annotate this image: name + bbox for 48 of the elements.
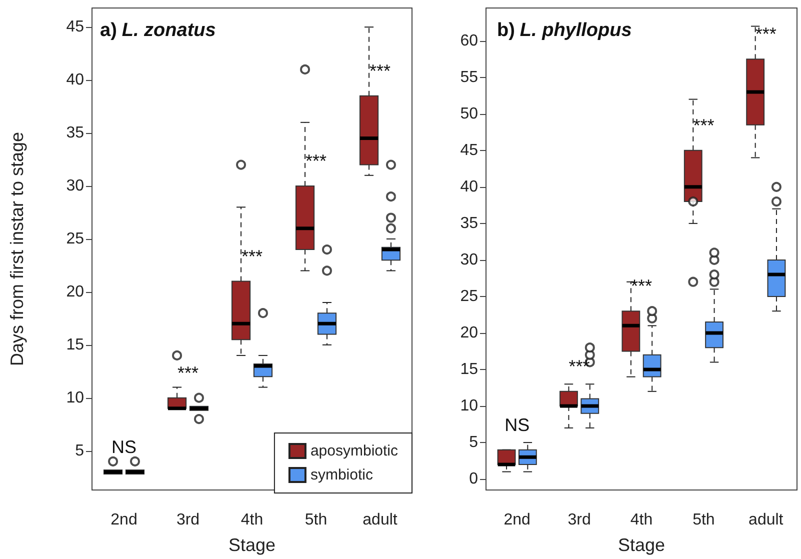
y-tick-label: 0 [469,470,478,488]
annotation: *** [630,276,652,296]
y-tick-label: 5 [469,434,478,452]
y-tick-label: 35 [460,214,478,232]
annotation: *** [369,60,391,81]
text: a) L. zonatus [100,20,216,41]
y-tick-label: 20 [66,283,84,300]
x-tick-label: 3rd [176,512,200,528]
y-tick-label: 40 [460,178,478,196]
x-tick-label: 5th [692,512,715,528]
y-tick-label: 25 [66,230,84,248]
x-axis-title: Stage [228,535,276,555]
y-tick-label: 15 [460,361,478,378]
x-tick-label: 2nd [504,512,530,528]
x-tick-label: adult [748,512,784,528]
legend-label: symbiotic [310,466,374,484]
x-tick-label: adult [362,512,398,528]
y-tick-label: 30 [66,177,84,194]
annotation: NS [111,436,137,457]
annotation: *** [693,115,714,136]
y-tick-label: 20 [460,324,478,342]
y-tick-label: 15 [66,336,84,354]
x-tick-label: 3rd [568,512,591,528]
y-tick-label: 10 [460,398,478,415]
x-tick-label: 4th [240,512,264,528]
y-tick-label: 35 [66,124,84,142]
y-tick-label: 30 [460,251,478,268]
x-tick-label: 4th [630,512,653,528]
annotation: *** [177,362,199,383]
y-tick-label: 5 [75,442,84,460]
y-tick-label: 45 [66,18,84,36]
y-tick-label: 25 [460,288,478,305]
text: b) L. phyllopus [497,20,632,41]
annotation: *** [305,150,327,171]
y-tick-label: 60 [460,32,478,50]
legend-label: aposymbiotic [310,442,398,460]
x-axis-title: Stage [618,535,666,555]
x-tick-label: 5th [304,512,328,528]
annotation: *** [241,246,263,266]
y-tick-label: 10 [66,389,84,406]
annotation: *** [755,24,776,44]
y-tick-label: 55 [460,68,478,86]
y-tick-label: 40 [66,72,84,89]
x-tick-label: 2nd [110,512,138,528]
y-axis-title: Days from first instar to stage [7,132,27,366]
annotation: NS [504,414,530,435]
y-tick-label: 50 [460,105,478,122]
y-tick-label: 45 [460,142,478,159]
